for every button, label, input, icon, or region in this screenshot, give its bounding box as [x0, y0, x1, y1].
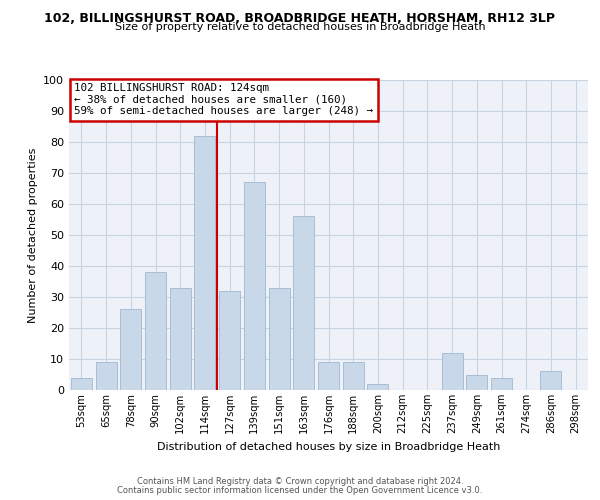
- Bar: [293, 216, 314, 390]
- Text: Contains HM Land Registry data © Crown copyright and database right 2024.: Contains HM Land Registry data © Crown c…: [137, 478, 463, 486]
- Bar: [343, 362, 364, 390]
- Text: Distribution of detached houses by size in Broadbridge Heath: Distribution of detached houses by size …: [157, 442, 500, 452]
- Bar: [318, 362, 339, 390]
- Bar: [367, 384, 388, 390]
- Bar: [491, 378, 512, 390]
- Text: Size of property relative to detached houses in Broadbridge Heath: Size of property relative to detached ho…: [115, 22, 485, 32]
- Bar: [442, 353, 463, 390]
- Bar: [244, 182, 265, 390]
- Text: Contains public sector information licensed under the Open Government Licence v3: Contains public sector information licen…: [118, 486, 482, 495]
- Bar: [466, 374, 487, 390]
- Y-axis label: Number of detached properties: Number of detached properties: [28, 148, 38, 322]
- Text: 102 BILLINGSHURST ROAD: 124sqm
← 38% of detached houses are smaller (160)
59% of: 102 BILLINGSHURST ROAD: 124sqm ← 38% of …: [74, 83, 373, 116]
- Bar: [170, 288, 191, 390]
- Bar: [541, 372, 562, 390]
- Bar: [145, 272, 166, 390]
- Bar: [219, 291, 240, 390]
- Bar: [120, 310, 141, 390]
- Bar: [95, 362, 116, 390]
- Bar: [71, 378, 92, 390]
- Bar: [194, 136, 215, 390]
- Text: 102, BILLINGSHURST ROAD, BROADBRIDGE HEATH, HORSHAM, RH12 3LP: 102, BILLINGSHURST ROAD, BROADBRIDGE HEA…: [44, 12, 556, 26]
- Bar: [269, 288, 290, 390]
